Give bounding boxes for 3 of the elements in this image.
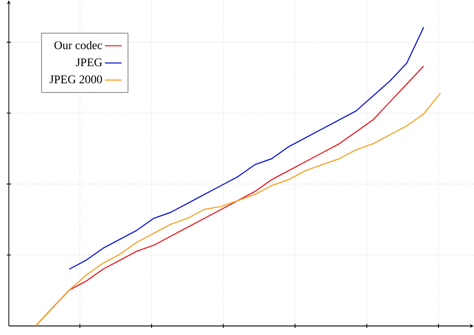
legend-label: JPEG 2000	[50, 76, 102, 84]
legend-label: JPEG	[76, 58, 102, 66]
legend-label: Our codec	[54, 41, 102, 50]
